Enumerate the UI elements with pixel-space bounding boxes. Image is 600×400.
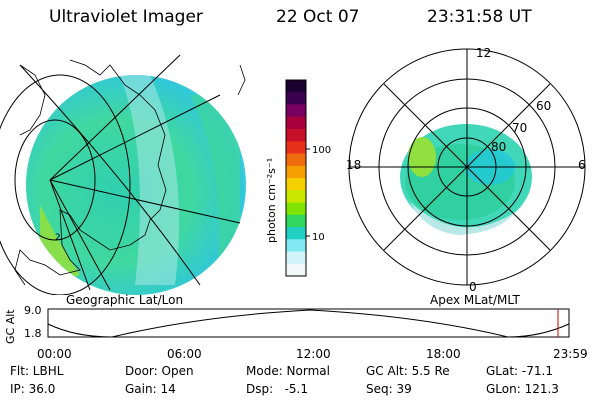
colorbar-band xyxy=(286,214,306,228)
colorbar-band xyxy=(286,202,306,216)
colorbar: 100 10 photon cm⁻²s⁻¹ xyxy=(265,79,331,277)
info-gain: Gain: 14 xyxy=(125,382,176,396)
time-tick-0000: 00:00 xyxy=(37,347,72,361)
colorbar-band xyxy=(286,92,306,105)
info-glon: GLon: 121.3 xyxy=(486,382,559,396)
polar-grid xyxy=(348,48,586,286)
alt-tick-1-8: 1.8 xyxy=(24,327,42,340)
info-mode: Mode: Normal xyxy=(246,364,330,378)
info-glat: GLat: -71.1 xyxy=(486,364,553,378)
colorbar-band xyxy=(286,227,306,240)
auroral-image-geo xyxy=(26,75,246,295)
apex-polar-panel: 12 18 6 0 60 70 80 xyxy=(346,47,586,294)
colorbar-band xyxy=(286,104,306,118)
colorbar-band xyxy=(286,80,306,93)
info-filter: Flt: LBHL xyxy=(10,364,64,378)
mlat-label-60: 60 xyxy=(536,99,551,113)
date-label: 22 Oct 07 xyxy=(276,7,360,27)
mlat-label-70: 70 xyxy=(512,121,527,135)
colorbar-band xyxy=(286,190,306,203)
geo-panel-label: Geographic Lat/Lon xyxy=(66,293,184,307)
mlt-label-12: 12 xyxy=(476,47,491,60)
info-door: Door: Open xyxy=(125,364,194,378)
time-tick-0600: 06:00 xyxy=(167,347,202,361)
info-gc-alt: GC Alt: 5.5 Re xyxy=(366,364,450,378)
colorbar-band xyxy=(286,129,306,142)
altitude-curve xyxy=(47,309,570,338)
colorbar-band xyxy=(286,165,306,179)
altitude-plot: 9.0 1.8 GC Alt 00:00 06:00 12:00 18:00 2… xyxy=(4,306,588,361)
colorbar-gradient xyxy=(286,80,306,277)
alt-axis-title: GC Alt xyxy=(4,309,17,344)
colorbar-tick-10: 10 xyxy=(312,232,325,243)
time-tick-2359: 23:59 xyxy=(553,347,588,361)
info-ip: IP: 36.0 xyxy=(10,382,56,396)
colorbar-axis-label: photon cm⁻²s⁻¹ xyxy=(265,158,278,243)
mlt-label-6: 6 xyxy=(578,158,586,172)
time-tick-1200: 12:00 xyxy=(296,347,331,361)
colorbar-band xyxy=(286,178,306,191)
mlt-label-0: 0 xyxy=(469,280,477,294)
auroral-image-apex xyxy=(400,124,532,235)
mlt-label-18: 18 xyxy=(346,158,361,172)
alt-tick-9: 9.0 xyxy=(24,306,42,317)
instrument-title: Ultraviolet Imager xyxy=(49,7,203,27)
colorbar-band xyxy=(286,239,306,252)
info-seq: Seq: 39 xyxy=(366,382,412,396)
coastlines xyxy=(14,59,246,286)
colorbar-band xyxy=(286,116,306,130)
apex-panel-label: Apex MLat/MLT xyxy=(430,293,520,307)
info-dsp: Dsp: -5.1 xyxy=(246,382,309,396)
geographic-image-panel: 2 xyxy=(0,54,246,295)
altitude-plot-frame xyxy=(47,308,570,338)
colorbar-band xyxy=(286,263,306,277)
time-tick-1800: 18:00 xyxy=(426,347,461,361)
mlat-label-80: 80 xyxy=(491,140,506,154)
geo-annotation: 2 xyxy=(55,233,61,243)
geo-grid xyxy=(0,54,241,295)
time-label: 23:31:58 UT xyxy=(427,7,532,27)
colorbar-band xyxy=(286,153,306,167)
colorbar-band xyxy=(286,141,306,154)
colorbar-tick-100: 100 xyxy=(312,145,331,156)
colorbar-band xyxy=(286,251,306,265)
